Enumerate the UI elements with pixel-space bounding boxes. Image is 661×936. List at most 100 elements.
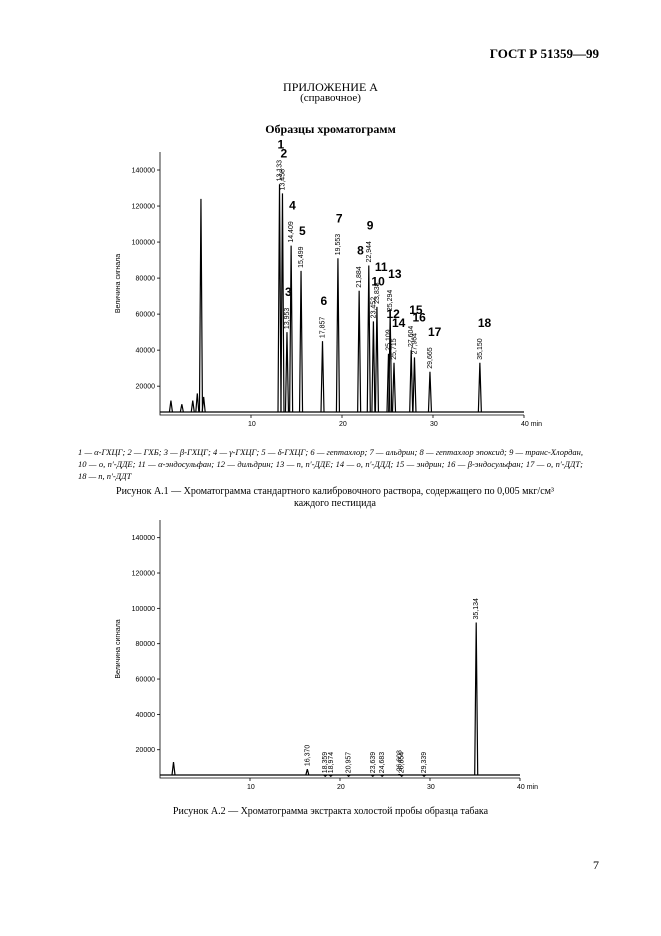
x-tick-label: 30 <box>427 784 435 791</box>
axes <box>159 152 524 416</box>
y-tick-label: 60000 <box>136 312 156 319</box>
peak <box>380 774 385 778</box>
x-tick-label: 10 <box>247 784 255 791</box>
peak <box>388 314 393 413</box>
peak <box>305 769 310 776</box>
peak-time-label: 22,944 <box>366 241 373 263</box>
peak-time-label: 21,884 <box>356 266 363 288</box>
peak-time-label: 20,957 <box>346 752 353 774</box>
peak-time-label: 27,604 <box>408 326 415 348</box>
peak-number: 9 <box>367 218 374 232</box>
x-tick-label: 20 <box>339 421 347 428</box>
peak-time-label: 19,553 <box>335 234 342 256</box>
y-tick-label: 80000 <box>136 641 156 648</box>
x-tick-label: 30 <box>430 421 438 428</box>
peak <box>198 198 204 413</box>
page-number: 7 <box>593 858 599 872</box>
appendix: ПРИЛОЖЕНИЕ А <box>283 80 378 94</box>
peak-time-label: 23,838 <box>374 282 381 304</box>
peak <box>422 774 426 778</box>
peak-time-label: 35,150 <box>477 338 484 360</box>
y-tick-label: 60000 <box>136 677 156 684</box>
peak <box>427 371 433 413</box>
peak-number: 11 <box>375 260 388 274</box>
peak <box>171 762 176 776</box>
peak <box>179 404 184 413</box>
peak <box>201 396 206 413</box>
peak <box>412 357 417 413</box>
caption: Рисунок А.1 — Хроматограмма стандартного… <box>116 486 554 509</box>
y-tick-label: 120000 <box>132 204 155 211</box>
peak-number: 5 <box>299 224 306 238</box>
peak-time-label: 18,974 <box>328 752 335 774</box>
peak <box>323 774 328 778</box>
peak-time-label: 35,134 <box>473 598 480 620</box>
x-tick-label: 10 <box>248 421 256 428</box>
peak-number: 18 <box>478 316 492 330</box>
standard: ГОСТ Р 51359—99 <box>489 46 599 61</box>
peak-number: 1 <box>278 140 285 151</box>
peak-time-label: 26,603 <box>396 750 403 772</box>
peak <box>335 258 341 413</box>
peak <box>328 774 333 778</box>
peak <box>298 270 304 413</box>
peak-time-label: 25,294 <box>387 290 394 312</box>
peak <box>477 362 482 413</box>
peak-number: 16 <box>412 310 426 324</box>
peak-number: 10 <box>371 274 385 288</box>
peak-time-label: 27,964 <box>411 333 418 355</box>
peak <box>371 321 376 413</box>
peak <box>277 184 282 413</box>
appendix-note: (справочное) <box>300 92 361 104</box>
y-tick-label: 20000 <box>136 747 156 754</box>
peak-time-label: 29,665 <box>427 347 434 369</box>
peak-number: 14 <box>392 316 406 330</box>
peak <box>374 306 380 413</box>
peak <box>195 393 200 413</box>
peak <box>391 362 397 413</box>
peak-time-label: 29,339 <box>421 752 428 774</box>
x-tick-label: 40 min <box>517 784 538 791</box>
y-tick-label: 20000 <box>136 384 156 391</box>
peak <box>168 400 174 413</box>
x-tick-label: 20 <box>337 784 345 791</box>
peak-time-label: 26,854 <box>399 752 406 774</box>
peak-number: 6 <box>320 294 327 308</box>
peak <box>399 774 404 778</box>
y-tick-label: 100000 <box>132 240 155 247</box>
peak <box>280 193 285 413</box>
peak-number: 17 <box>428 325 442 339</box>
peak-time-label: 25,715 <box>391 338 398 360</box>
x-tick-label: 40 min <box>521 421 542 428</box>
peak-time-label: 18,359 <box>322 752 329 774</box>
y-tick-label: 140000 <box>132 168 155 175</box>
y-axis-title: Величина сигнала <box>115 254 122 313</box>
peak-number: 3 <box>285 285 292 299</box>
peak <box>190 400 195 413</box>
peak-number: 13 <box>388 267 402 281</box>
y-tick-label: 40000 <box>136 348 156 355</box>
y-axis-title: Величина сигнала <box>115 619 122 678</box>
peak <box>370 774 375 778</box>
peak <box>320 341 325 413</box>
peak-time-label: 14,409 <box>288 221 295 243</box>
y-tick-label: 40000 <box>136 712 156 719</box>
peak-time-label: 13,458 <box>279 169 286 191</box>
peak-number: 2 <box>280 146 287 160</box>
peak <box>474 622 479 776</box>
y-tick-label: 120000 <box>132 571 155 578</box>
legend-text: 1 — α-ГХЦГ; 2 — ГХБ; 3 — β-ГХЦГ; 4 — γ-Г… <box>78 447 583 481</box>
peak <box>366 265 371 413</box>
peak <box>284 332 290 413</box>
chart: 20000 40000 60000 80000 100000 120000 140000 10… <box>115 520 538 791</box>
peak-number: 8 <box>357 244 364 258</box>
peak-time-label: 16,370 <box>304 745 311 767</box>
peak <box>357 290 362 413</box>
peak-time-label: 23,639 <box>370 752 377 774</box>
peak-number: 15 <box>409 303 423 317</box>
peak-time-label: 13,953 <box>284 308 291 330</box>
peak-time-label: 15,499 <box>298 246 305 268</box>
section-title: Образцы хроматограмм <box>265 122 396 136</box>
peak-number: 4 <box>289 199 296 213</box>
